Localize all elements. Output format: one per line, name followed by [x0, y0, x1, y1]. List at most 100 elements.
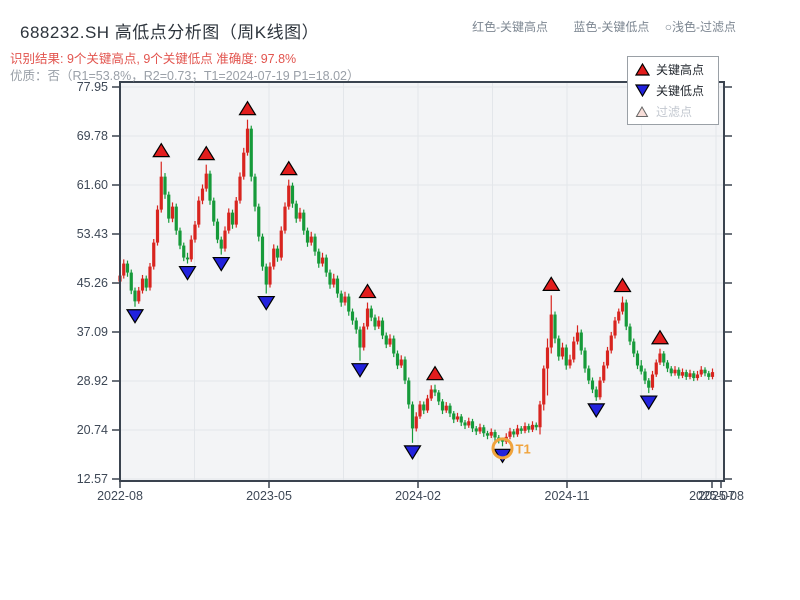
- y-tick-label: 61.60: [77, 178, 108, 192]
- key-low-marker: [212, 256, 231, 272]
- candlestick: [302, 212, 306, 231]
- candlestick: [212, 200, 216, 222]
- candlestick: [647, 380, 651, 388]
- candlestick: [560, 347, 565, 357]
- candlestick: [238, 176, 242, 201]
- candlestick: [440, 401, 445, 411]
- candlestick: [463, 422, 467, 426]
- candlestick: [317, 251, 321, 264]
- candlestick: [594, 389, 598, 398]
- candlestick: [688, 373, 692, 377]
- chart-legend: 关键高点 关键低点 过滤点: [627, 56, 719, 125]
- candlestick: [343, 296, 347, 303]
- candlestick: [155, 209, 160, 243]
- candlestick: [200, 188, 205, 201]
- y-tick-label: 69.78: [77, 129, 108, 143]
- candlestick: [272, 248, 276, 267]
- candlestick: [707, 373, 711, 377]
- candlestick: [534, 424, 538, 428]
- candlestick: [290, 185, 295, 204]
- candlestick: [662, 353, 666, 363]
- candlestick: [703, 369, 707, 374]
- candlestick: [257, 206, 261, 237]
- candlestick: [159, 176, 163, 210]
- candlestick: [298, 212, 302, 219]
- key-high-triangle-icon: [635, 63, 650, 76]
- candlestick: [294, 203, 298, 219]
- recognition-result: 识别结果: 9个关键高点, 9个关键低点 准确度: 97.8%: [10, 52, 297, 66]
- candlestick: [598, 380, 602, 398]
- candlestick: [324, 257, 328, 273]
- candlestick: [658, 353, 662, 363]
- key-high-marker: [613, 277, 632, 293]
- x-tick-label: 2022-08: [97, 489, 143, 503]
- candlestick: [197, 200, 201, 225]
- candlestick: [519, 428, 523, 431]
- candlestick: [568, 359, 572, 366]
- candlestick: [369, 308, 373, 318]
- color-key-high: 红色-关键高点: [472, 20, 549, 34]
- candlestick: [167, 194, 171, 219]
- candlestick: [437, 392, 441, 402]
- plot-border: [119, 81, 725, 482]
- candlestick: [234, 200, 238, 225]
- candlestick: [152, 242, 156, 267]
- candlestick: [332, 278, 336, 285]
- candlestick: [643, 371, 647, 381]
- legend-label-key-low: 关键低点: [656, 84, 705, 98]
- candlestick: [260, 236, 265, 267]
- candlestick: [549, 314, 553, 348]
- x-tick-label: 2025-08: [698, 489, 744, 503]
- candlestick: [362, 326, 366, 348]
- candlestick: [144, 278, 148, 288]
- candlestick: [287, 185, 291, 207]
- candlestick: [122, 263, 126, 276]
- candlestick: [377, 320, 381, 327]
- candlestick: [665, 362, 670, 369]
- candlestick: [482, 427, 486, 434]
- candlestick: [538, 404, 542, 428]
- candlestick: [275, 248, 280, 258]
- candlestick: [557, 338, 561, 357]
- candlestick: [245, 128, 250, 153]
- candlestick: [137, 290, 141, 302]
- candlestick: [470, 421, 475, 429]
- x-tick-label: 2024-02: [395, 489, 441, 503]
- candlestick: [170, 206, 175, 219]
- candlestick: [230, 212, 235, 225]
- candlestick: [485, 433, 490, 436]
- key-high-marker: [238, 100, 257, 116]
- candlestick: [283, 206, 287, 231]
- candlestick: [527, 426, 531, 430]
- x-tick-label: 2024-11: [545, 489, 590, 503]
- candlestick: [602, 365, 606, 381]
- candlestick: [182, 245, 186, 258]
- key-low-marker: [403, 445, 422, 460]
- candlestick: [193, 224, 197, 240]
- candlestick: [395, 353, 400, 366]
- key-high-marker: [425, 365, 445, 381]
- key-high-marker: [542, 276, 561, 291]
- key-low-marker: [257, 295, 276, 311]
- candlestick: [418, 404, 422, 417]
- candlestick: [133, 290, 137, 302]
- candlestick: [617, 311, 621, 321]
- candlestick: [695, 374, 700, 379]
- key-low-marker: [178, 265, 197, 281]
- candlestick: [553, 314, 557, 339]
- candlestick: [227, 212, 231, 231]
- candlestick: [148, 266, 152, 288]
- candlestick: [425, 398, 430, 411]
- color-key-note: 红色-关键高点 蓝色-关键低点 ○浅色-过滤点: [472, 18, 736, 35]
- candlestick: [680, 372, 685, 376]
- candlestick: [523, 426, 527, 431]
- candlestick: [605, 350, 610, 366]
- candlestick: [335, 278, 340, 294]
- candlestick: [185, 257, 190, 260]
- candlestick: [215, 221, 220, 240]
- candlestick: [448, 405, 452, 414]
- candlestick: [579, 332, 583, 351]
- candlestick: [530, 424, 535, 430]
- candlestick: [358, 329, 362, 348]
